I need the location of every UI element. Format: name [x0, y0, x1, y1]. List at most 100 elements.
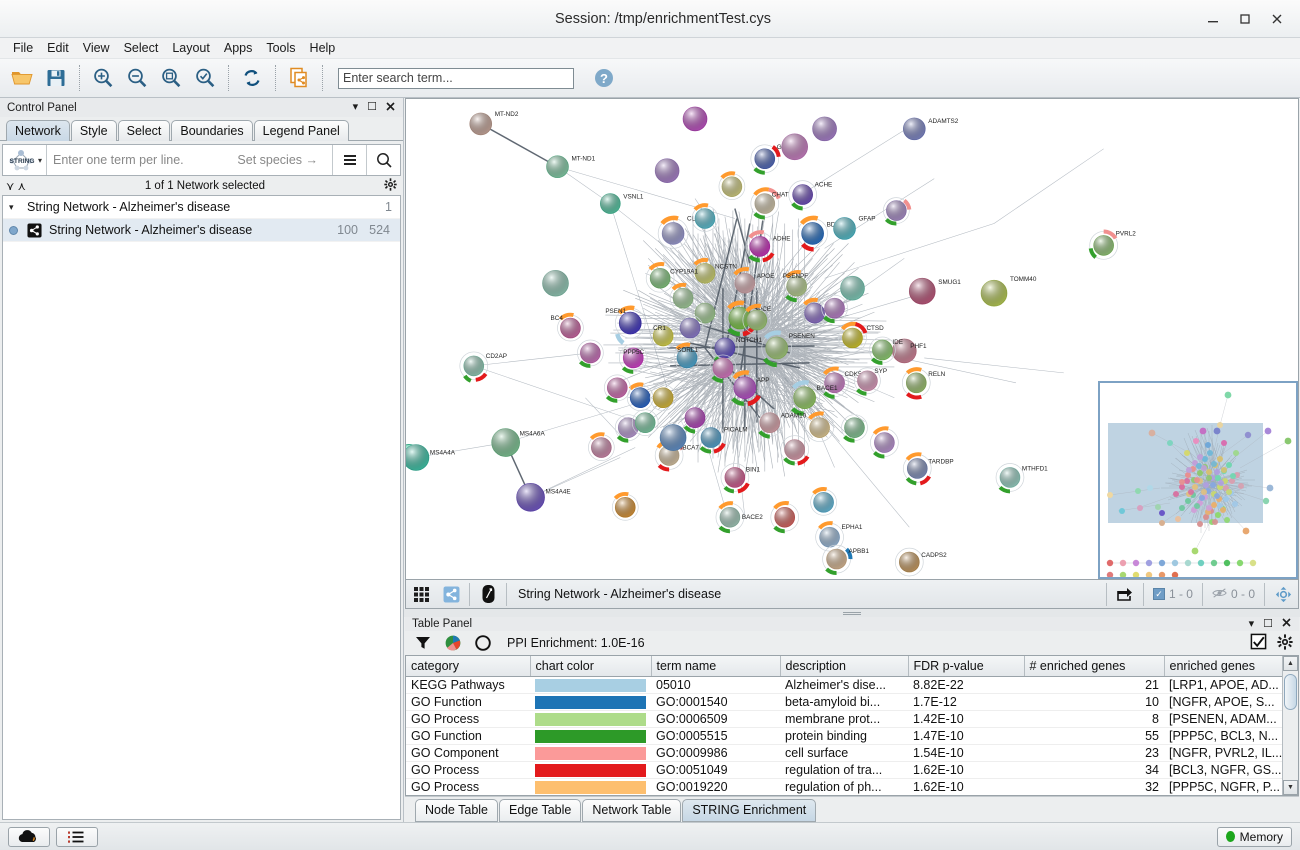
- gear-icon[interactable]: [1277, 634, 1293, 653]
- network-list-item[interactable]: String Network - Alzheimer's disease 100…: [3, 219, 400, 242]
- chevron-down-icon[interactable]: ▾: [37, 155, 42, 165]
- chevron-down-icon[interactable]: ▾: [352, 101, 359, 113]
- toolbar-separator: [469, 582, 470, 606]
- cell-category: GO Function: [406, 727, 530, 746]
- cell-description: protein binding: [780, 727, 908, 746]
- table-panel: Table Panel ▾ ☐: [405, 617, 1299, 822]
- maximize-icon[interactable]: [1238, 12, 1252, 26]
- arrow-down-icon[interactable]: ▼: [1283, 780, 1298, 795]
- chevron-down-icon[interactable]: ▾: [1248, 617, 1255, 630]
- save-session-icon[interactable]: [40, 62, 72, 94]
- cell-fdr-pvalue: 1.62E-10: [908, 778, 1024, 795]
- checkbox-checked-icon[interactable]: [1250, 633, 1267, 653]
- cell-category: GO Process: [406, 778, 530, 795]
- menu-layout[interactable]: Layout: [172, 41, 210, 55]
- collapse-all-icon[interactable]: ⋎: [6, 180, 15, 193]
- new-network-icon[interactable]: [283, 62, 315, 94]
- tab-node-table[interactable]: Node Table: [415, 799, 499, 822]
- cell-chart-color: [530, 727, 651, 746]
- tab-network-table[interactable]: Network Table: [582, 799, 682, 822]
- minimize-icon[interactable]: [1206, 12, 1220, 26]
- tab-select[interactable]: Select: [117, 120, 171, 141]
- float-icon[interactable]: ☐: [1263, 617, 1273, 630]
- tab-network[interactable]: Network: [6, 120, 70, 141]
- table-row[interactable]: KEGG Pathways 05010 Alzheimer's dise... 8.8…: [406, 676, 1282, 695]
- menu-apps[interactable]: Apps: [223, 41, 253, 55]
- menu-file[interactable]: File: [13, 41, 34, 55]
- expand-all-icon[interactable]: ⋏: [17, 180, 26, 193]
- help-icon[interactable]: ?: [588, 62, 620, 94]
- menu-tools[interactable]: Tools: [266, 41, 296, 55]
- float-icon[interactable]: ☐: [367, 101, 377, 113]
- hamburger-icon[interactable]: [332, 145, 366, 175]
- panel-splitter[interactable]: [404, 609, 1300, 617]
- column-header-chart-color[interactable]: chart color: [530, 656, 652, 678]
- refresh-icon[interactable]: [236, 62, 268, 94]
- tab-style[interactable]: Style: [70, 120, 117, 141]
- set-species-link[interactable]: Set species →: [237, 153, 318, 167]
- menu-help[interactable]: Help: [309, 41, 336, 55]
- string-term-input[interactable]: [47, 145, 238, 175]
- close-icon[interactable]: [1282, 618, 1291, 630]
- arrow-up-icon[interactable]: ▲: [1283, 656, 1298, 672]
- table-row[interactable]: GO Process GO:0019220 regulation of ph... 1…: [406, 778, 1282, 795]
- main-content: Control Panel ▾ ☐ Network Style Select B…: [0, 98, 1300, 822]
- task-list-icon[interactable]: [56, 826, 98, 847]
- tab-legend-panel[interactable]: Legend Panel: [253, 120, 349, 141]
- svg-text:MS4A4A: MS4A4A: [430, 450, 456, 457]
- cell-category: GO Process: [406, 761, 530, 780]
- svg-text:GFAP: GFAP: [858, 215, 875, 222]
- triangle-down-icon[interactable]: ▾: [9, 201, 14, 212]
- menu-edit[interactable]: Edit: [47, 41, 69, 55]
- column-header-term-name[interactable]: term name: [651, 656, 781, 678]
- tab-string-enrichment[interactable]: STRING Enrichment: [682, 799, 817, 822]
- tab-boundaries[interactable]: Boundaries: [171, 120, 253, 141]
- fit-content-icon[interactable]: [1268, 581, 1298, 608]
- menu-select[interactable]: Select: [123, 41, 159, 55]
- table-row[interactable]: GO Function GO:0001540 beta-amyloid bi... 1…: [406, 693, 1282, 712]
- filter-icon[interactable]: [411, 631, 435, 655]
- menu-view[interactable]: View: [82, 41, 110, 55]
- birds-eye-view[interactable]: [1098, 381, 1298, 579]
- annotation-icon[interactable]: [473, 581, 503, 608]
- svg-text:EPHA1: EPHA1: [842, 524, 863, 531]
- column-header-enriched-genes[interactable]: enriched genes: [1164, 656, 1282, 678]
- cloud-icon[interactable]: [8, 826, 50, 847]
- svg-text:NOTCH1: NOTCH1: [736, 337, 763, 344]
- close-icon[interactable]: [386, 101, 395, 114]
- enrichment-table-container[interactable]: category chart color term name descripti…: [405, 655, 1299, 796]
- network-share-icon[interactable]: [436, 581, 466, 608]
- table-vertical-scrollbar[interactable]: ▲ ▼: [1282, 656, 1298, 795]
- chart-color-icon[interactable]: [441, 631, 465, 655]
- table-row[interactable]: GO Component GO:0009986 cell surface 1.54E-…: [406, 744, 1282, 763]
- eye-slash-icon: [1212, 587, 1227, 602]
- grid-layout-icon[interactable]: [406, 581, 436, 608]
- ppi-enrichment-label: PPI Enrichment: 1.0E-16: [507, 636, 645, 651]
- zoom-out-icon[interactable]: [121, 62, 153, 94]
- string-logo-icon[interactable]: STRING ▾: [3, 145, 47, 175]
- column-header-enriched-gene-count[interactable]: # enriched genes: [1024, 656, 1165, 678]
- tab-edge-table[interactable]: Edge Table: [499, 799, 582, 822]
- zoom-selected-icon[interactable]: [189, 62, 221, 94]
- memory-status-button[interactable]: Memory: [1216, 826, 1292, 847]
- column-header-description[interactable]: description: [780, 656, 909, 678]
- open-session-icon[interactable]: [6, 62, 38, 94]
- close-icon[interactable]: [1270, 12, 1284, 26]
- table-row[interactable]: GO Process GO:0051049 regulation of tra...…: [406, 761, 1282, 780]
- scrollbar-thumb[interactable]: [1284, 674, 1297, 711]
- cell-enriched-genes: [NGFR, PVRL2, IL...: [1164, 744, 1282, 763]
- search-input[interactable]: [338, 67, 574, 89]
- zoom-in-icon[interactable]: [87, 62, 119, 94]
- export-image-icon[interactable]: [1110, 581, 1140, 608]
- column-header-category[interactable]: category: [406, 656, 531, 678]
- table-row[interactable]: GO Function GO:0005515 protein binding 1.47…: [406, 727, 1282, 746]
- network-view-canvas[interactable]: MT-ND2 MT-ND1 VSNL1: [405, 98, 1299, 580]
- search-icon[interactable]: [366, 145, 400, 175]
- circle-icon[interactable]: [471, 631, 495, 655]
- zoom-fit-icon[interactable]: [155, 62, 187, 94]
- gear-icon[interactable]: [384, 177, 397, 194]
- table-row[interactable]: GO Process GO:0006509 membrane prot... 1.42…: [406, 710, 1282, 729]
- chart-color-swatch: [535, 780, 646, 794]
- network-list-group-row[interactable]: ▾ String Network - Alzheimer's disease 1: [3, 196, 400, 219]
- column-header-fdr-pvalue[interactable]: FDR p-value: [908, 656, 1025, 678]
